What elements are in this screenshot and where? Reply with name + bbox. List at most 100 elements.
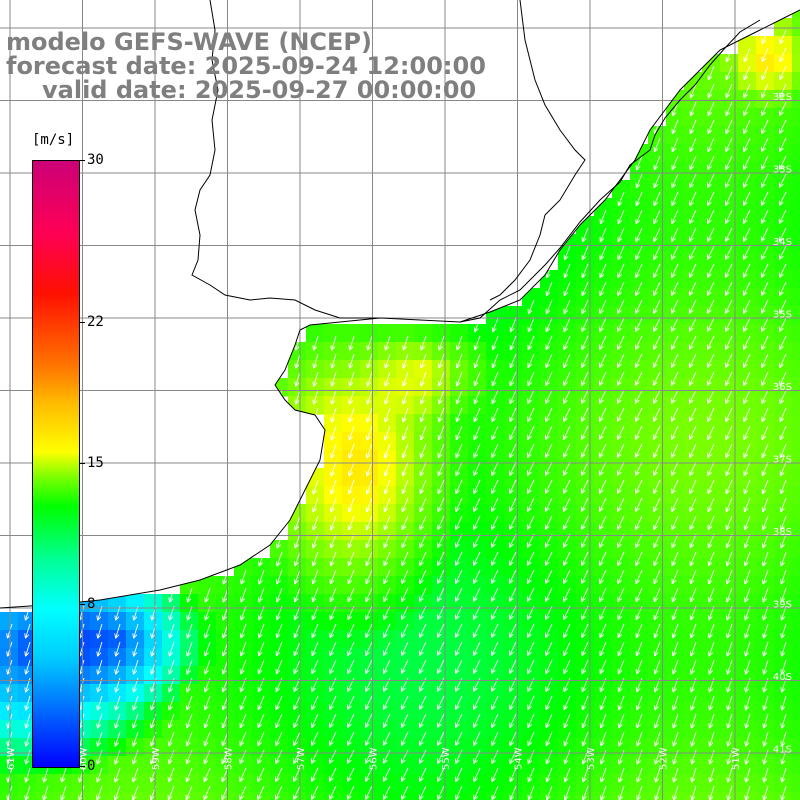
wind-speed-cell — [162, 612, 181, 631]
wind-speed-cell — [450, 756, 469, 775]
wind-arrow — [366, 425, 373, 441]
wind-speed-cell — [684, 504, 703, 523]
wind-arrow — [617, 353, 625, 368]
wind-speed-cell — [504, 774, 523, 793]
wind-speed-cell — [540, 360, 559, 379]
wind-speed-cell — [720, 432, 739, 451]
wind-speed-cell — [468, 792, 487, 800]
wind-speed-cell — [702, 504, 721, 523]
wind-speed-cell — [468, 378, 487, 397]
wind-speed-cell — [576, 288, 595, 307]
wind-arrow — [671, 173, 679, 189]
wind-speed-cell — [450, 792, 469, 800]
wind-arrow — [617, 191, 625, 207]
wind-arrow — [617, 317, 625, 332]
wind-arrow — [437, 515, 445, 531]
wind-arrow — [598, 479, 607, 494]
wind-arrow — [419, 425, 427, 441]
wind-speed-cell — [378, 738, 397, 757]
wind-arrow — [455, 515, 463, 530]
wind-speed-cell — [612, 486, 631, 505]
wind-arrow — [743, 83, 751, 99]
wind-speed-cell — [738, 36, 757, 55]
wind-speed-cell — [324, 738, 343, 757]
wind-arrow — [672, 731, 679, 747]
wind-speed-cell — [738, 306, 757, 325]
wind-speed-cell — [648, 270, 667, 289]
wind-arrow — [24, 641, 31, 657]
wind-speed-cell — [378, 612, 397, 631]
wind-speed-cell — [162, 666, 181, 685]
wind-arrow — [473, 461, 481, 477]
wind-speed-cell — [666, 396, 685, 415]
wind-arrow — [707, 137, 715, 153]
wind-arrow — [779, 83, 787, 98]
coastline-segment — [0, 9, 800, 609]
wind-speed-cell — [252, 630, 271, 649]
wind-arrow — [24, 749, 31, 765]
wind-arrow — [527, 623, 535, 638]
wind-arrow — [383, 461, 391, 477]
wind-arrow — [617, 245, 625, 261]
wind-arrow — [635, 713, 643, 729]
wind-speed-cell — [486, 738, 505, 757]
wind-arrow — [780, 731, 787, 747]
wind-arrow — [760, 191, 769, 206]
wind-arrow — [526, 533, 535, 548]
wind-speed-cell — [774, 684, 793, 703]
wind-arrow — [365, 497, 373, 513]
wind-arrow — [581, 641, 589, 657]
wind-arrow — [365, 551, 373, 567]
wind-speed-cell — [738, 774, 757, 793]
wind-speed-cell — [306, 666, 325, 685]
wind-speed-cell — [702, 702, 721, 721]
wind-speed-cell — [612, 342, 631, 361]
wind-arrow — [365, 479, 373, 495]
wind-speed-cell — [396, 648, 415, 667]
wind-arrow — [203, 659, 211, 675]
wind-speed-cell — [702, 90, 721, 109]
wind-arrow — [275, 713, 283, 729]
wind-speed-cell — [684, 342, 703, 361]
wind-speed-cell — [540, 738, 559, 757]
wind-arrow — [635, 299, 643, 314]
wind-speed-cell — [396, 738, 415, 757]
wind-arrow — [671, 569, 679, 585]
wind-speed-cell — [774, 774, 793, 793]
wind-arrow — [490, 551, 499, 566]
wind-arrow — [742, 227, 751, 242]
wind-speed-cell — [360, 792, 379, 800]
wind-arrow — [257, 749, 265, 765]
wind-arrow — [599, 371, 607, 386]
wind-speed-cell — [450, 630, 469, 649]
wind-speed-cell — [594, 648, 613, 667]
wind-arrow — [780, 695, 787, 711]
wind-arrow — [275, 641, 283, 657]
wind-arrow — [509, 767, 517, 783]
wind-speed-cell — [360, 522, 379, 541]
wind-arrow — [275, 623, 283, 639]
wind-arrow — [761, 407, 769, 423]
latitude-label: 36S — [773, 382, 792, 393]
wind-arrow — [545, 281, 553, 297]
wind-speed-cell — [594, 774, 613, 793]
wind-speed-cell — [504, 558, 523, 577]
wind-speed-cell — [450, 594, 469, 613]
wind-speed-cell — [270, 720, 289, 739]
wind-speed-cell — [774, 630, 793, 649]
wind-speed-cell — [522, 720, 541, 739]
wind-speed-cell — [666, 702, 685, 721]
wind-speed-cell — [324, 648, 343, 667]
wind-speed-cell — [360, 414, 379, 433]
wind-speed-cell — [738, 324, 757, 343]
wind-speed-cell — [576, 252, 595, 271]
wind-arrow — [347, 569, 355, 585]
wind-speed-cell — [450, 378, 469, 397]
wind-speed-cell — [342, 666, 361, 685]
wind-arrow — [635, 173, 643, 189]
wind-speed-cell — [504, 306, 523, 325]
wind-arrow — [293, 551, 301, 567]
wind-speed-cell — [414, 324, 433, 343]
wind-speed-cell — [756, 432, 775, 451]
wind-speed-cell — [144, 702, 163, 721]
